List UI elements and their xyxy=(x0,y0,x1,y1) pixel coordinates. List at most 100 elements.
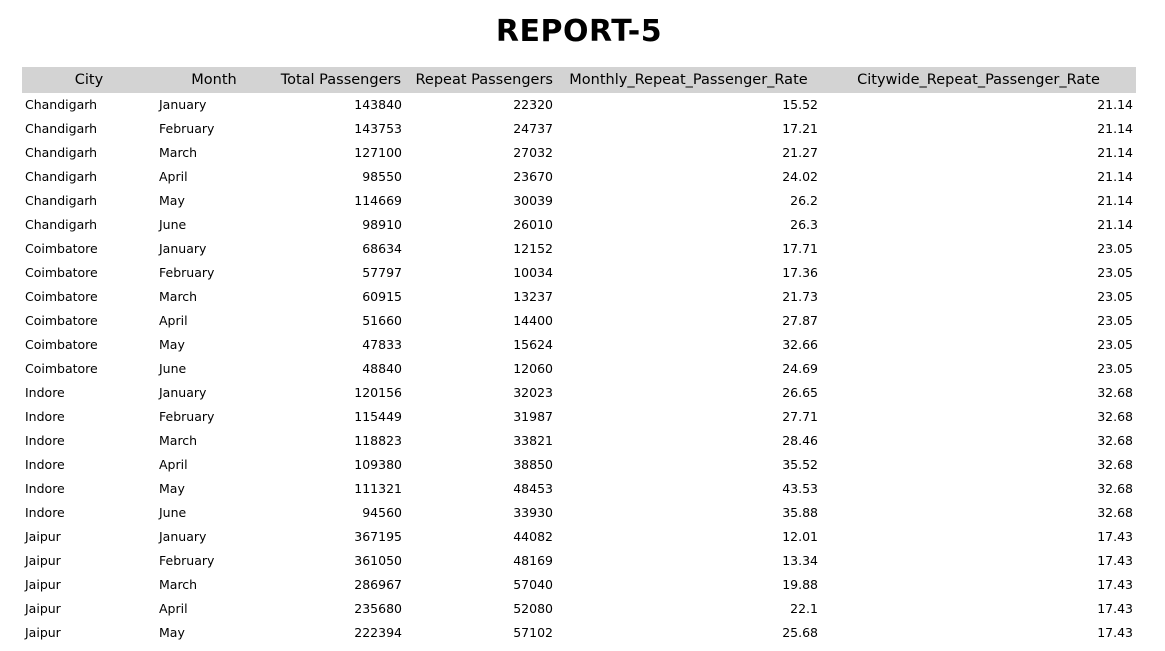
repeat-passengers-cell: 38850 xyxy=(513,457,553,472)
table-row: Chandigarh March 127100 27032 21.27 21.14 xyxy=(22,141,1136,165)
citywide-repeat-rate-cell: 23.05 xyxy=(1097,337,1133,352)
total-passengers-cell: 47833 xyxy=(362,337,402,352)
month-cell: March xyxy=(159,145,198,160)
citywide-repeat-rate-cell: 23.05 xyxy=(1097,289,1133,304)
repeat-passengers-cell: 12152 xyxy=(513,241,553,256)
citywide-repeat-rate-cell: 17.43 xyxy=(1097,529,1133,544)
total-passengers-cell: 109380 xyxy=(354,457,402,472)
city-cell: Coimbatore xyxy=(25,289,98,304)
total-passengers-cell: 57797 xyxy=(362,265,402,280)
citywide-repeat-rate-cell: 17.43 xyxy=(1097,577,1133,592)
column-header-total-passengers: Total Passengers xyxy=(280,72,401,88)
repeat-passengers-cell: 52080 xyxy=(513,601,553,616)
total-passengers-cell: 111321 xyxy=(354,481,402,496)
citywide-repeat-rate-cell: 23.05 xyxy=(1097,265,1133,280)
monthly-repeat-rate-cell: 21.73 xyxy=(782,289,818,304)
citywide-repeat-rate-cell: 21.14 xyxy=(1097,193,1133,208)
city-cell: Coimbatore xyxy=(25,265,98,280)
citywide-repeat-rate-cell: 32.68 xyxy=(1097,385,1133,400)
total-passengers-cell: 98550 xyxy=(362,169,402,184)
month-cell: January xyxy=(159,385,207,400)
repeat-passengers-cell: 32023 xyxy=(513,385,553,400)
monthly-repeat-rate-cell: 26.3 xyxy=(790,217,818,232)
monthly-repeat-rate-cell: 24.02 xyxy=(782,169,818,184)
total-passengers-cell: 235680 xyxy=(354,601,402,616)
total-passengers-cell: 361050 xyxy=(354,553,402,568)
monthly-repeat-rate-cell: 35.52 xyxy=(782,457,818,472)
report-table: City Month Total Passengers Repeat Passe… xyxy=(22,67,1136,645)
total-passengers-cell: 68634 xyxy=(362,241,402,256)
city-cell: Coimbatore xyxy=(25,241,98,256)
month-cell: May xyxy=(159,193,185,208)
table-row: Chandigarh January 143840 22320 15.52 21.14 xyxy=(22,93,1136,117)
month-cell: June xyxy=(159,217,187,232)
column-header-month: Month xyxy=(191,72,237,88)
table-row: Chandigarh April 98550 23670 24.02 21.14 xyxy=(22,165,1136,189)
city-cell: Indore xyxy=(25,409,65,424)
month-cell: June xyxy=(159,361,187,376)
monthly-repeat-rate-cell: 17.36 xyxy=(782,265,818,280)
column-header-citywide-repeat-rate: Citywide_Repeat_Passenger_Rate xyxy=(857,72,1100,88)
city-cell: Chandigarh xyxy=(25,193,98,208)
month-cell: February xyxy=(159,553,215,568)
month-cell: April xyxy=(159,313,188,328)
monthly-repeat-rate-cell: 22.1 xyxy=(790,601,818,616)
repeat-passengers-cell: 27032 xyxy=(513,145,553,160)
table-row: Jaipur April 235680 52080 22.1 17.43 xyxy=(22,597,1136,621)
citywide-repeat-rate-cell: 21.14 xyxy=(1097,217,1133,232)
table-row: Jaipur May 222394 57102 25.68 17.43 xyxy=(22,621,1136,645)
citywide-repeat-rate-cell: 23.05 xyxy=(1097,241,1133,256)
city-cell: Indore xyxy=(25,433,65,448)
month-cell: May xyxy=(159,337,185,352)
repeat-passengers-cell: 57102 xyxy=(513,625,553,640)
table-row: Coimbatore June 48840 12060 24.69 23.05 xyxy=(22,357,1136,381)
month-cell: January xyxy=(159,241,207,256)
total-passengers-cell: 143840 xyxy=(354,97,402,112)
city-cell: Coimbatore xyxy=(25,313,98,328)
citywide-repeat-rate-cell: 21.14 xyxy=(1097,145,1133,160)
table-row: Indore June 94560 33930 35.88 32.68 xyxy=(22,501,1136,525)
citywide-repeat-rate-cell: 32.68 xyxy=(1097,481,1133,496)
month-cell: January xyxy=(159,529,207,544)
city-cell: Jaipur xyxy=(25,625,61,640)
month-cell: May xyxy=(159,625,185,640)
monthly-repeat-rate-cell: 21.27 xyxy=(782,145,818,160)
header-row: City Month Total Passengers Repeat Passe… xyxy=(22,67,1136,93)
monthly-repeat-rate-cell: 28.46 xyxy=(782,433,818,448)
month-cell: April xyxy=(159,601,188,616)
city-cell: Jaipur xyxy=(25,601,61,616)
monthly-repeat-rate-cell: 17.71 xyxy=(782,241,818,256)
month-cell: February xyxy=(159,121,215,136)
repeat-passengers-cell: 57040 xyxy=(513,577,553,592)
table-row: Indore February 115449 31987 27.71 32.68 xyxy=(22,405,1136,429)
monthly-repeat-rate-cell: 25.68 xyxy=(782,625,818,640)
total-passengers-cell: 115449 xyxy=(354,409,402,424)
repeat-passengers-cell: 14400 xyxy=(513,313,553,328)
repeat-passengers-cell: 10034 xyxy=(513,265,553,280)
total-passengers-cell: 286967 xyxy=(354,577,402,592)
total-passengers-cell: 51660 xyxy=(362,313,402,328)
table-row: Coimbatore April 51660 14400 27.87 23.05 xyxy=(22,309,1136,333)
month-cell: March xyxy=(159,577,198,592)
total-passengers-cell: 120156 xyxy=(354,385,402,400)
monthly-repeat-rate-cell: 35.88 xyxy=(782,505,818,520)
repeat-passengers-cell: 26010 xyxy=(513,217,553,232)
monthly-repeat-rate-cell: 26.2 xyxy=(790,193,818,208)
monthly-repeat-rate-cell: 24.69 xyxy=(782,361,818,376)
repeat-passengers-cell: 48453 xyxy=(513,481,553,496)
city-cell: Jaipur xyxy=(25,577,61,592)
month-cell: June xyxy=(159,505,187,520)
repeat-passengers-cell: 48169 xyxy=(513,553,553,568)
table-row: Jaipur March 286967 57040 19.88 17.43 xyxy=(22,573,1136,597)
city-cell: Indore xyxy=(25,505,65,520)
month-cell: February xyxy=(159,409,215,424)
table-row: Chandigarh June 98910 26010 26.3 21.14 xyxy=(22,213,1136,237)
total-passengers-cell: 98910 xyxy=(362,217,402,232)
total-passengers-cell: 127100 xyxy=(354,145,402,160)
citywide-repeat-rate-cell: 23.05 xyxy=(1097,313,1133,328)
citywide-repeat-rate-cell: 21.14 xyxy=(1097,121,1133,136)
city-cell: Chandigarh xyxy=(25,169,98,184)
citywide-repeat-rate-cell: 32.68 xyxy=(1097,409,1133,424)
total-passengers-cell: 48840 xyxy=(362,361,402,376)
citywide-repeat-rate-cell: 21.14 xyxy=(1097,97,1133,112)
